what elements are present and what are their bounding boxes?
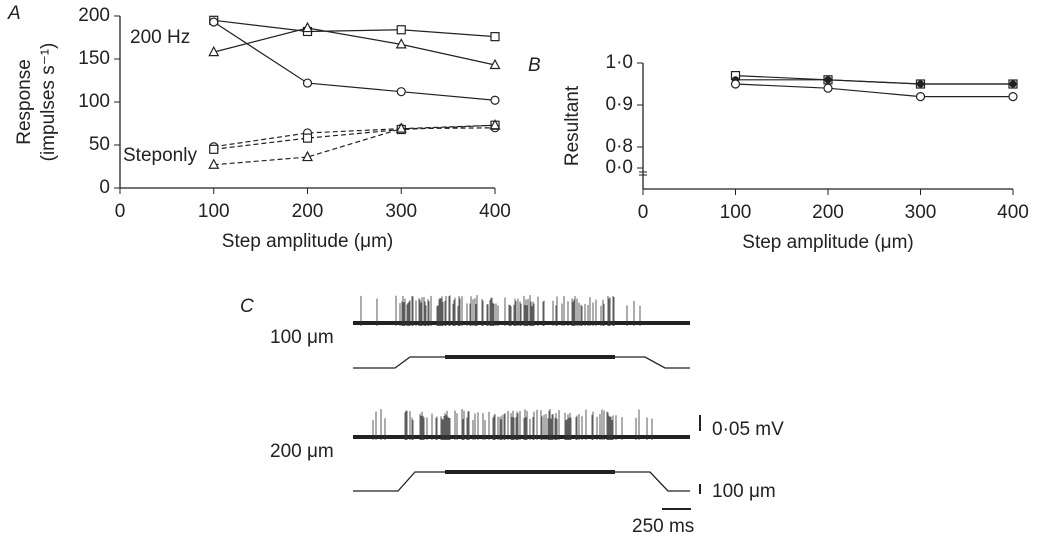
series-line xyxy=(213,21,496,101)
scale-label: 0·05 mV xyxy=(712,419,784,440)
x-axis-label: Step amplitude (μm) xyxy=(742,232,913,253)
x-tick-label: 100 xyxy=(198,201,230,222)
series-line xyxy=(213,19,496,38)
x-axis-label: Step amplitude (μm) xyxy=(222,231,393,252)
y-tick-label: 100 xyxy=(78,91,110,112)
marker xyxy=(730,79,741,89)
y-axis-label: Resultant xyxy=(562,85,583,166)
y-tick-label: 1·0 xyxy=(606,52,633,73)
panel-label: C xyxy=(240,296,254,317)
marker xyxy=(490,95,500,105)
x-tick-label: 400 xyxy=(997,202,1029,223)
spike-traces xyxy=(353,295,690,440)
x-tick-label: 300 xyxy=(905,202,937,223)
series-line xyxy=(735,83,1013,98)
y-axis-label: Response xyxy=(14,59,35,145)
marker xyxy=(1008,91,1018,102)
traces xyxy=(353,355,701,510)
x-tick-label: 400 xyxy=(479,201,511,222)
spikes xyxy=(372,409,653,440)
y-tick-label: 0·0 xyxy=(606,157,633,178)
x-tick-label: 0 xyxy=(638,202,649,223)
marker xyxy=(823,83,833,93)
marker xyxy=(208,45,220,57)
x-tick-label: 200 xyxy=(812,202,844,223)
y-tick-label: 0·9 xyxy=(606,94,633,115)
y-tick-label: 0·8 xyxy=(606,136,633,157)
marker xyxy=(302,21,313,33)
y-axis-label: (impulses s⁻¹) xyxy=(38,43,59,162)
series-line xyxy=(213,27,496,66)
y-tick-label: 50 xyxy=(89,134,110,155)
spikes xyxy=(360,295,641,326)
trace-label: 200 μm xyxy=(270,441,334,462)
y-tick-label: 0 xyxy=(99,177,110,198)
marker xyxy=(302,133,313,143)
scale-bar xyxy=(662,415,701,510)
marker xyxy=(824,76,832,84)
marker xyxy=(209,144,219,154)
scale-label: 100 μm xyxy=(712,481,776,502)
panel-label: B xyxy=(528,55,541,76)
annotation: 200 Hz xyxy=(130,27,190,48)
annotation: Steponly xyxy=(123,145,197,166)
x-tick-label: 300 xyxy=(385,201,417,222)
marker xyxy=(490,32,500,42)
series-line xyxy=(213,124,496,166)
step-trace xyxy=(353,471,690,492)
marker xyxy=(1009,80,1017,88)
trace-label: 100 μm xyxy=(270,327,334,348)
series-line xyxy=(213,124,496,150)
marker xyxy=(915,91,926,102)
y-tick-label: 150 xyxy=(78,48,110,69)
x-tick-label: 0 xyxy=(115,201,126,222)
series-line xyxy=(213,127,496,148)
marker xyxy=(396,25,406,35)
marker xyxy=(489,58,501,70)
marker xyxy=(489,118,501,130)
series-line xyxy=(735,79,1013,85)
x-tick-label: 100 xyxy=(720,202,752,223)
marker xyxy=(208,158,220,169)
y-tick-label: 200 xyxy=(78,5,110,26)
marker xyxy=(302,78,313,88)
marker xyxy=(396,87,406,97)
marker xyxy=(209,17,219,27)
marker xyxy=(395,38,407,49)
scale-label: 250 ms xyxy=(632,516,694,537)
marker xyxy=(395,122,407,133)
marker xyxy=(916,80,925,88)
marker xyxy=(302,150,313,162)
x-tick-label: 200 xyxy=(292,201,324,222)
panel-label: A xyxy=(7,3,21,24)
